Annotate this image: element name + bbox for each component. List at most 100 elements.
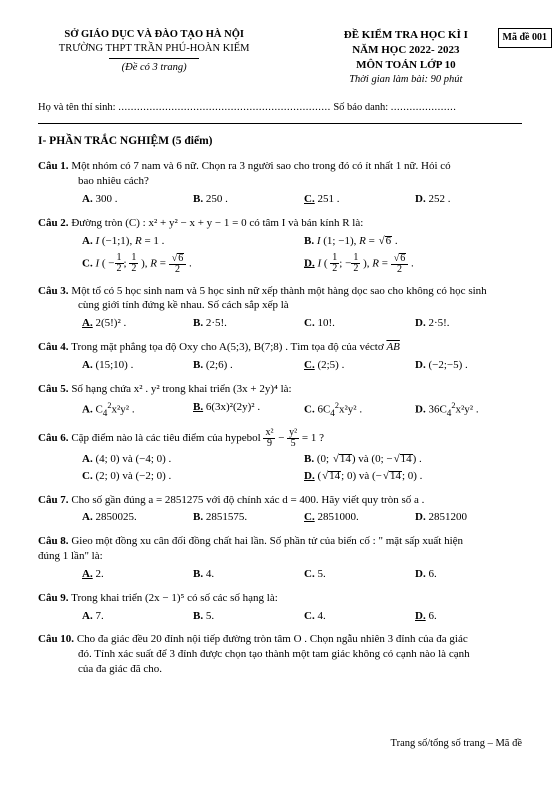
question-6: Câu 6. Cặp điểm nào là các tiêu điểm của… <box>38 428 522 485</box>
q9-label: Câu 9. <box>38 592 69 604</box>
question-9: Câu 9. Trong khai triển (2x − 1)⁵ có số … <box>38 591 522 625</box>
q7-stem: Cho số gần đúng a = 2851275 với độ chính… <box>71 494 424 506</box>
q6-stem-post: = 1 ? <box>302 432 324 444</box>
q3-options: A. 2(5!)² . B. 2·5!. C. 10!. D. 2·5!. <box>78 315 522 332</box>
q2-stem: Đường tròn (C) : x² + y² − x + y − 1 = 0… <box>71 217 363 229</box>
q8-label: Câu 8. <box>38 535 69 547</box>
q6-frac1: x²9 <box>263 428 275 449</box>
q6-label: Câu 6. <box>38 432 69 444</box>
q1-stem2: bao nhiêu cách? <box>78 175 149 187</box>
exam-duration: Thời gian làm bài: 90 phút <box>290 73 522 87</box>
q9-c-text: 4. <box>317 610 325 622</box>
q5-opt-a: A. C42x²y² . <box>78 399 189 420</box>
q9-d-text: 6. <box>428 610 436 622</box>
q9-options: A. 7. B. 5. C. 4. D. 6. <box>78 608 522 625</box>
question-3: Câu 3. Một tổ có 5 học sinh nam và 5 học… <box>38 284 522 333</box>
q1-opt-b: B. 250 . <box>189 191 300 208</box>
q4-d-text: (−2;−5) . <box>428 359 467 371</box>
q5-label: Câu 5. <box>38 383 69 395</box>
q9-b-text: 5. <box>206 610 214 622</box>
candidate-info: Họ và tên thí sinh: ....................… <box>38 101 522 115</box>
q2-label: Câu 2. <box>38 217 69 229</box>
q7-opt-c: C. 2851000. <box>300 509 411 526</box>
q4-opt-b: B. (2;6) . <box>189 357 300 374</box>
q6-options: A. (4; 0) và (−4; 0) . B. (0; 14) và (0;… <box>78 451 522 485</box>
page-count: (Đề có 3 trang) <box>38 61 270 75</box>
q6-stem-pre: Cặp điểm nào là các tiêu điểm của hypebo… <box>71 432 263 444</box>
q1-opt-a: A. 300 . <box>78 191 189 208</box>
q4-stem: Trong mặt phẳng tọa độ Oxy cho A(5;3), B… <box>71 341 386 353</box>
q1-a-text: 300 . <box>95 193 117 205</box>
q1-label: Câu 1. <box>38 160 69 172</box>
name-label: Họ và tên thí sinh: <box>38 102 118 113</box>
q8-opt-a: A. 2. <box>78 566 189 583</box>
q1-b-text: 250 . <box>206 193 228 205</box>
q1-stem1: Một nhóm có 7 nam và 6 nữ. Chọn ra 3 ngư… <box>71 160 450 172</box>
q3-stem2: cùng giới tính đứng kề nhau. Số cách sắp… <box>78 299 289 311</box>
q8-a-text: 2. <box>95 568 103 580</box>
q1-d-text: 252 . <box>428 193 450 205</box>
q8-opt-d: D. 6. <box>411 566 522 583</box>
q7-opt-b: B. 2851575. <box>189 509 300 526</box>
q4-c-text: (2;5) . <box>317 359 344 371</box>
q10-label: Câu 10. <box>38 633 74 645</box>
q6-opt-b: B. (0; 14) và (0; −14) . <box>300 451 522 468</box>
q6-frac2: y²5 <box>287 428 299 449</box>
question-2: Câu 2. Đường tròn (C) : x² + y² − x + y … <box>38 216 522 276</box>
question-10: Câu 10. Cho đa giác đều 20 đỉnh nội tiếp… <box>38 632 522 677</box>
q8-opt-b: B. 4. <box>189 566 300 583</box>
q9-opt-b: B. 5. <box>189 608 300 625</box>
q3-opt-a: A. 2(5!)² . <box>78 315 189 332</box>
q2-opt-a: A. I (−1;1), R = 1 . <box>78 233 300 250</box>
q6-opt-c: C. (2; 0) và (−2; 0) . <box>78 468 300 485</box>
name-dots: ........................................… <box>118 102 331 113</box>
q6-a-text: (4; 0) và (−4; 0) . <box>95 453 171 465</box>
q7-opt-d: D. 2851200 <box>411 509 522 526</box>
q9-opt-d: D. 6. <box>411 608 522 625</box>
dept-name: SỞ GIÁO DỤC VÀ ĐÀO TẠO HÀ NỘI <box>38 28 270 42</box>
q10-stem3: của đa giác đã cho. <box>78 663 162 675</box>
school-name: TRƯỜNG THPT TRẦN PHÚ-HOÀN KIẾM <box>38 42 270 56</box>
q3-a-text: 2(5!)² . <box>95 317 126 329</box>
q3-label: Câu 3. <box>38 285 69 297</box>
q5-opt-c: C. 6C42x²y² . <box>300 399 411 420</box>
q10-stem2: đó. Tính xác suất để 3 đỉnh được chọn tạ… <box>78 648 470 660</box>
question-4: Câu 4. Trong mặt phẳng tọa độ Oxy cho A(… <box>38 340 522 374</box>
q3-c-text: 10!. <box>317 317 334 329</box>
q7-c-text: 2851000. <box>317 511 358 523</box>
sbd-dots: ..................... <box>391 102 457 113</box>
q2-opt-c: C. I ( −12; 12 ), R = 62 . <box>78 252 300 276</box>
q8-stem2: đúng 1 lần" là: <box>38 550 103 562</box>
q5-opt-b: B. 6(3x)²(2y)² . <box>189 399 300 420</box>
q3-opt-d: D. 2·5!. <box>411 315 522 332</box>
vector-ab: AB <box>386 342 399 353</box>
q4-opt-c: C. (2;5) . <box>300 357 411 374</box>
q8-b-text: 4. <box>206 568 214 580</box>
exam-title-1: ĐỀ KIỂM TRA HỌC KÌ I <box>290 28 522 43</box>
section-title: I- PHẦN TRẮC NGHIỆM (5 điểm) <box>38 134 522 150</box>
q7-options: A. 2850025. B. 2851575. C. 2851000. D. 2… <box>78 509 522 526</box>
exam-code-box: Mã đề 001 <box>498 28 552 48</box>
q3-opt-c: C. 10!. <box>300 315 411 332</box>
q4-opt-a: A. (15;10) . <box>78 357 189 374</box>
q5-opt-d: D. 36C42x²y² . <box>411 399 522 420</box>
q3-stem1: Một tổ có 5 học sinh nam và 5 học sinh n… <box>71 285 486 297</box>
q7-opt-a: A. 2850025. <box>78 509 189 526</box>
q9-opt-a: A. 7. <box>78 608 189 625</box>
page-footer: Trang số/tổng số trang – Mã đề <box>38 737 522 751</box>
q3-b-text: 2·5!. <box>206 317 227 329</box>
question-5: Câu 5. Số hạng chứa x² . y² trong khai t… <box>38 382 522 420</box>
header-left: SỞ GIÁO DỤC VÀ ĐÀO TẠO HÀ NỘI TRƯỜNG THP… <box>38 28 270 87</box>
q7-a-text: 2850025. <box>95 511 136 523</box>
question-1: Câu 1. Một nhóm có 7 nam và 6 nữ. Chọn r… <box>38 159 522 208</box>
exam-title-3: MÔN TOÁN LỚP 10 <box>290 58 522 73</box>
question-8: Câu 8. Gieo một đồng xu cân đối đồng chấ… <box>38 534 522 583</box>
q5-stem: Số hạng chứa x² . y² trong khai triển (3… <box>71 383 291 395</box>
q6-c-text: (2; 0) và (−2; 0) . <box>95 470 171 482</box>
q7-label: Câu 7. <box>38 494 69 506</box>
q3-d-text: 2·5!. <box>428 317 449 329</box>
q2-opt-d: D. I ( 12; −12 ), R = 62 . <box>300 252 522 276</box>
q9-a-text: 7. <box>95 610 103 622</box>
q2-options-row1: A. I (−1;1), R = 1 . B. I (1; −1), R = 6… <box>78 233 522 250</box>
q2-options-row2: C. I ( −12; 12 ), R = 62 . D. I ( 12; −1… <box>78 252 522 276</box>
